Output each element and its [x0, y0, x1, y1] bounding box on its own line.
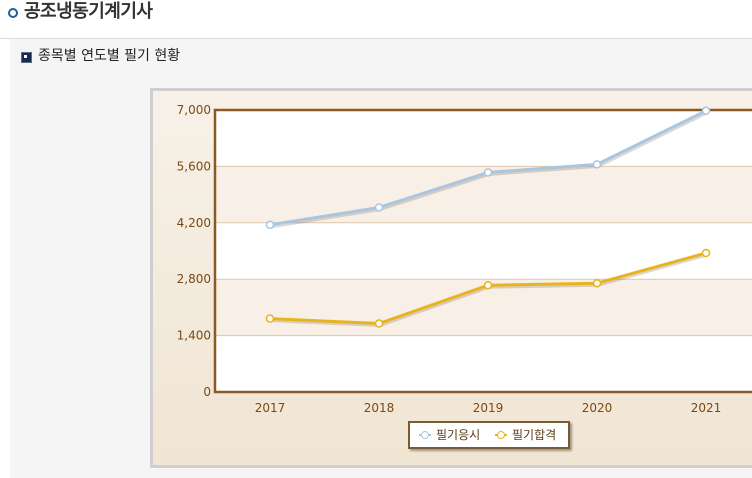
plot-band — [215, 166, 752, 223]
chart-legend: 필기응시 필기합격 — [408, 421, 570, 449]
legend-item-pass[interactable]: 필기합격 — [490, 427, 556, 443]
page-header: 공조냉동기계기사 — [0, 0, 752, 39]
circle-bullet-icon — [8, 8, 18, 18]
y-tick-label: 1,400 — [177, 329, 211, 343]
plot-band — [215, 279, 752, 336]
legend-item-apply[interactable]: 필기응시 — [414, 427, 480, 443]
y-tick-label: 7,000 — [177, 103, 211, 117]
data-point-apply — [374, 203, 384, 212]
legend-marker-apply-icon — [414, 427, 436, 443]
y-tick-label: 2,800 — [177, 272, 211, 286]
x-tick-label: 2020 — [582, 401, 613, 415]
x-tick-label: 2021 — [691, 401, 722, 415]
data-point-pass — [374, 319, 384, 328]
x-tick-label: 2017 — [255, 401, 286, 415]
section-title: 종목별 연도별 필기 현황 — [38, 48, 181, 64]
y-tick-label: 0 — [203, 385, 211, 399]
chart-frame: 0 1,400 2,800 4,200 5,600 7,000 2017 2018 2019 20… — [150, 88, 752, 468]
y-tick-label: 4,200 — [177, 216, 211, 230]
data-point-apply — [592, 160, 602, 169]
legend-marker-pass-icon — [490, 427, 512, 443]
data-point-apply — [265, 220, 275, 230]
data-point-apply — [483, 168, 493, 177]
plot-background — [215, 110, 752, 392]
legend-label-apply: 필기응시 — [436, 428, 481, 442]
y-tick-label: 5,600 — [177, 159, 211, 173]
page-title: 공조냉동기계기사 — [24, 1, 153, 22]
data-point-pass — [265, 314, 275, 323]
data-point-pass — [701, 248, 711, 258]
square-bullet-icon — [21, 52, 32, 63]
legend-label-pass: 필기합격 — [512, 428, 557, 442]
plot-border — [213, 108, 752, 394]
data-point-pass — [592, 278, 602, 288]
x-tick-label: 2019 — [473, 401, 504, 415]
data-point-pass — [483, 280, 493, 290]
x-tick-label: 2018 — [364, 401, 395, 415]
data-point-apply — [701, 106, 711, 116]
line-chart: 0 1,400 2,800 4,200 5,600 7,000 2017 2018 2019 20… — [177, 103, 752, 415]
